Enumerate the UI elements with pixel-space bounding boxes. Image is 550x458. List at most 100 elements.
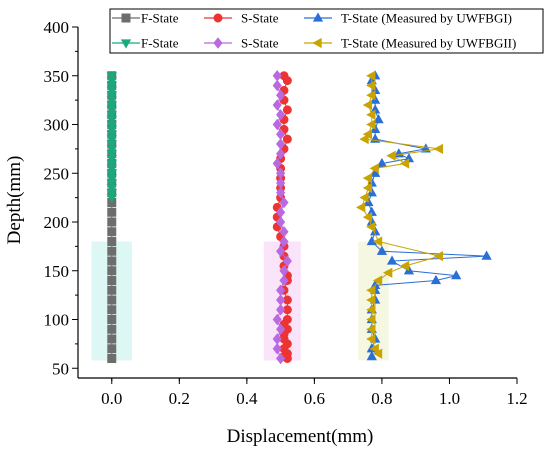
data-point — [106, 150, 117, 160]
data-point — [272, 99, 282, 111]
data-point — [106, 174, 117, 184]
data-point — [107, 295, 117, 305]
y-axis-title: Depth(mm) — [4, 156, 25, 245]
y-tick-label: 400 — [44, 18, 70, 37]
data-point — [272, 70, 282, 82]
data-point — [107, 305, 117, 315]
data-point — [276, 304, 286, 316]
legend-marker — [312, 37, 322, 49]
data-point — [276, 89, 286, 101]
data-point — [107, 256, 117, 266]
data-point — [276, 109, 286, 121]
data-point — [107, 217, 117, 227]
data-point — [433, 250, 443, 262]
data-point — [430, 274, 442, 285]
axis-ticks — [72, 26, 518, 384]
data-point — [107, 314, 117, 324]
legend-label: F-State — [141, 36, 179, 51]
data-point — [282, 105, 292, 115]
data-point — [107, 275, 117, 285]
data-point — [279, 235, 289, 248]
data-point — [106, 135, 117, 145]
data-point — [106, 164, 117, 175]
data-point — [107, 207, 117, 217]
data-point — [372, 236, 383, 247]
data-point — [107, 324, 117, 334]
data-point — [282, 76, 292, 86]
data-point — [451, 269, 462, 280]
data-point — [362, 182, 373, 194]
data-point — [386, 150, 396, 161]
data-point — [366, 235, 377, 246]
y-tick-label: 350 — [44, 67, 70, 86]
data-point — [282, 255, 292, 267]
data-point — [276, 187, 286, 199]
x-tick-label: 1.0 — [439, 389, 460, 408]
data-point — [366, 324, 376, 335]
x-tick-label: 0.4 — [236, 389, 258, 408]
data-point — [106, 130, 117, 140]
data-point — [107, 344, 117, 354]
data-point — [279, 274, 289, 287]
data-point — [279, 196, 289, 209]
data-point — [276, 148, 286, 160]
data-point — [276, 216, 286, 228]
data-point — [272, 313, 282, 326]
data-point — [366, 294, 376, 306]
data-point — [106, 76, 117, 87]
data-point — [106, 106, 117, 116]
data-point — [106, 72, 117, 82]
data-point — [282, 134, 292, 144]
data-point — [366, 314, 376, 325]
legend: F-State S-State T-State (Measured by UWFBG… — [109, 8, 544, 54]
data-point — [106, 101, 117, 111]
legend-marker — [213, 13, 223, 23]
data-point — [106, 96, 117, 106]
data-point — [106, 159, 117, 170]
data-point — [366, 285, 376, 296]
data-point — [376, 245, 388, 255]
y-tick-label: 150 — [44, 262, 70, 281]
y-tick-label: 100 — [44, 311, 70, 330]
data-point — [359, 192, 369, 203]
data-point — [399, 260, 410, 272]
data-point — [106, 179, 117, 189]
data-point — [276, 352, 286, 365]
data-point — [276, 245, 286, 257]
data-point — [369, 163, 379, 174]
data-point — [366, 333, 376, 345]
tick-labels: 0.0 0.2 0.4 0.6 0.8 1.0 1.2 50 100 150 200 250 300 35… — [44, 18, 528, 408]
data-point — [366, 109, 376, 120]
data-point — [359, 133, 369, 145]
data-point — [362, 211, 373, 223]
data-point — [272, 79, 282, 92]
legend-label: T-State (Measured by UWFBGI) — [341, 11, 512, 26]
legend-marker — [213, 37, 223, 49]
data-point — [106, 193, 117, 204]
series-4 — [106, 72, 117, 204]
data-point — [107, 334, 117, 344]
data-point — [372, 275, 383, 286]
data-point — [106, 189, 117, 199]
data-point — [276, 323, 286, 335]
data-point — [107, 237, 117, 247]
data-point — [355, 202, 366, 213]
data-point — [107, 227, 117, 237]
data-point — [107, 353, 117, 363]
data-point — [106, 125, 117, 136]
data-point — [366, 70, 376, 81]
data-point — [106, 111, 117, 121]
legend-label: S-State — [241, 36, 279, 51]
y-tick-label: 200 — [44, 213, 70, 232]
x-tick-label: 0.2 — [169, 389, 190, 408]
data-point — [106, 154, 117, 165]
series-layer — [106, 70, 492, 365]
data-point — [386, 255, 398, 265]
data-point — [106, 169, 117, 179]
x-tick-label: 0.8 — [371, 389, 392, 408]
legend-marker — [121, 13, 131, 23]
data-point — [383, 267, 393, 278]
data-point — [362, 99, 373, 111]
data-point — [272, 343, 282, 355]
